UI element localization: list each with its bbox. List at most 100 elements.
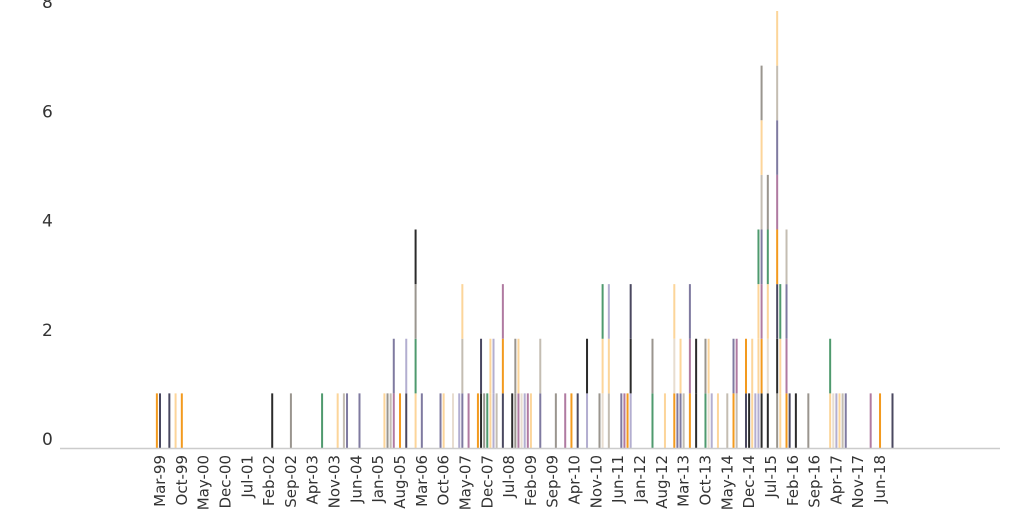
bar-segment <box>601 393 604 448</box>
bar-segment <box>673 393 676 448</box>
x-tick-label: Jun-04 <box>347 455 365 504</box>
bar-segment <box>539 393 542 448</box>
bar-segment <box>776 393 779 448</box>
bar-segment <box>757 284 760 339</box>
bar-segment <box>766 284 769 339</box>
bar-segment <box>501 284 504 339</box>
bar-segment <box>492 338 495 394</box>
bar-segment <box>554 393 557 448</box>
bar-segment <box>779 393 782 448</box>
x-tick-label: Nov-03 <box>326 455 344 508</box>
bar-segment <box>766 338 769 394</box>
bar-segment <box>386 393 389 448</box>
x-tick-label: Jul-01 <box>238 455 256 499</box>
bar-segment <box>785 229 788 285</box>
bar-segment <box>776 120 779 175</box>
x-tick-label: Apr-03 <box>304 455 322 505</box>
bar-segment <box>760 229 763 285</box>
y-axis: 0 2 4 6 8 <box>42 0 53 450</box>
bar-segment <box>744 393 747 448</box>
bar-segment <box>760 338 763 394</box>
bar-segment <box>779 338 782 394</box>
bar-segment <box>760 65 763 121</box>
bar-segment <box>776 11 779 66</box>
bar-segment <box>346 393 349 448</box>
bar-segment <box>358 393 361 448</box>
x-tick-label: Sep-09 <box>544 455 562 508</box>
x-tick-label: Aug-05 <box>391 455 409 509</box>
bar-segment <box>517 393 520 448</box>
x-tick-label: Jul-15 <box>762 455 780 499</box>
bar-segment <box>451 393 454 448</box>
x-tick-label: May-00 <box>195 455 213 510</box>
bar-segment <box>620 393 623 448</box>
bar-segment <box>760 393 763 448</box>
bar-segment <box>785 338 788 394</box>
bar-segment <box>844 393 847 448</box>
bar-segment <box>879 393 882 448</box>
bar-segment <box>695 338 698 394</box>
bar-segment <box>794 393 797 448</box>
bar-segment <box>514 338 517 394</box>
bar-segment <box>663 393 666 448</box>
bar-segment <box>467 393 470 448</box>
bar-segment <box>760 174 763 230</box>
bar-segment <box>520 393 523 448</box>
x-tick-label: Apr-10 <box>566 455 584 505</box>
bar-segment <box>570 393 573 448</box>
bar-segment <box>623 393 626 448</box>
bar-segment <box>776 174 779 230</box>
bar-segment <box>676 393 679 448</box>
bar-segment <box>486 393 489 448</box>
x-tick-label: Jun-18 <box>871 455 889 504</box>
bar-segment <box>707 393 710 448</box>
bar-segment <box>476 393 479 448</box>
bar-segment <box>439 393 442 448</box>
x-tick-label: Dec-00 <box>216 455 234 509</box>
bar-segment <box>461 284 464 339</box>
x-tick-label: Jun-11 <box>609 455 627 504</box>
y-tick-label: 2 <box>42 321 53 341</box>
bar-segment <box>841 393 844 448</box>
bar-segment <box>760 284 763 339</box>
bar-segment <box>716 393 719 448</box>
bar-segment <box>766 229 769 285</box>
x-tick-label: Jan-12 <box>631 455 649 504</box>
bar-segment <box>526 393 529 448</box>
bar-segment <box>174 393 177 448</box>
bar-segment <box>576 393 579 448</box>
bar-segment <box>414 338 417 394</box>
bar-segment <box>688 284 691 339</box>
bar-segment <box>501 338 504 394</box>
bar-segment <box>651 338 654 394</box>
bar-segment <box>489 393 492 448</box>
x-tick-label: Oct-13 <box>696 455 714 505</box>
x-tick-label: Feb-09 <box>522 455 540 506</box>
y-tick-label: 8 <box>42 0 53 13</box>
bar-segment <box>405 393 408 448</box>
bar-segment <box>788 393 791 448</box>
y-tick-label: 0 <box>42 430 53 450</box>
bar-segment <box>869 393 872 448</box>
x-tick-label: Sep-02 <box>282 455 300 508</box>
bar-segment <box>651 393 654 448</box>
bar-segment <box>629 338 632 394</box>
x-tick-label: Jul-08 <box>500 455 518 499</box>
x-tick-label: Aug-12 <box>653 455 671 509</box>
bar-segment <box>776 284 779 339</box>
bar-segment <box>442 393 445 448</box>
y-tick-label: 4 <box>42 212 53 232</box>
x-tick-label: Nov-17 <box>849 455 867 508</box>
bar-segment <box>342 393 345 448</box>
bar-segment <box>607 338 610 394</box>
bar-segment <box>710 393 713 448</box>
bar-segment <box>838 393 841 448</box>
bar-segment <box>511 393 514 448</box>
x-tick-label: Dec-07 <box>478 455 496 509</box>
bar-segment <box>517 338 520 394</box>
bar-segment <box>626 393 629 448</box>
bar-segment <box>492 393 495 448</box>
x-tick-label: Mar-99 <box>151 455 169 507</box>
bar-segment <box>766 393 769 448</box>
